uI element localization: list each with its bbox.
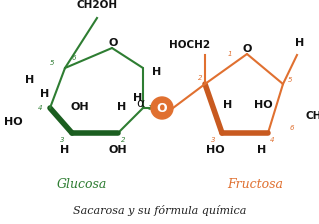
Text: 3: 3 [211, 137, 215, 143]
Text: H: H [41, 89, 50, 99]
Text: H: H [26, 75, 35, 85]
Text: 2: 2 [121, 137, 125, 143]
Text: 6: 6 [290, 125, 294, 131]
Text: OH: OH [71, 102, 89, 112]
Text: HOCH2: HOCH2 [169, 40, 211, 50]
Text: HO: HO [206, 145, 224, 155]
Text: O: O [242, 44, 252, 54]
Text: CH2OH: CH2OH [305, 111, 319, 121]
Text: 2: 2 [198, 75, 202, 81]
Text: Fructosa: Fructosa [227, 179, 283, 192]
Text: 4: 4 [38, 105, 42, 111]
Text: H: H [60, 145, 70, 155]
Text: H: H [133, 93, 143, 103]
Text: OH: OH [109, 145, 127, 155]
Circle shape [151, 97, 173, 119]
Text: HO: HO [4, 117, 23, 127]
Text: H: H [295, 38, 305, 48]
Text: 3: 3 [60, 137, 64, 143]
Text: Sacarosa y su fórmula química: Sacarosa y su fórmula química [73, 205, 247, 215]
Text: O: O [157, 101, 167, 114]
Text: 1: 1 [148, 105, 152, 111]
Text: H: H [152, 67, 162, 77]
Text: α: α [136, 97, 144, 110]
Text: CH2OH: CH2OH [77, 0, 118, 10]
Text: 5: 5 [288, 77, 292, 83]
Text: O: O [108, 38, 118, 48]
Text: H: H [117, 102, 127, 112]
Text: 1: 1 [228, 51, 232, 57]
Text: 6: 6 [72, 55, 76, 61]
Text: 4: 4 [270, 137, 274, 143]
Text: Glucosa: Glucosa [57, 179, 107, 192]
Text: 5: 5 [50, 60, 54, 66]
Text: H: H [223, 100, 233, 110]
Text: H: H [257, 145, 267, 155]
Text: HO: HO [254, 100, 272, 110]
